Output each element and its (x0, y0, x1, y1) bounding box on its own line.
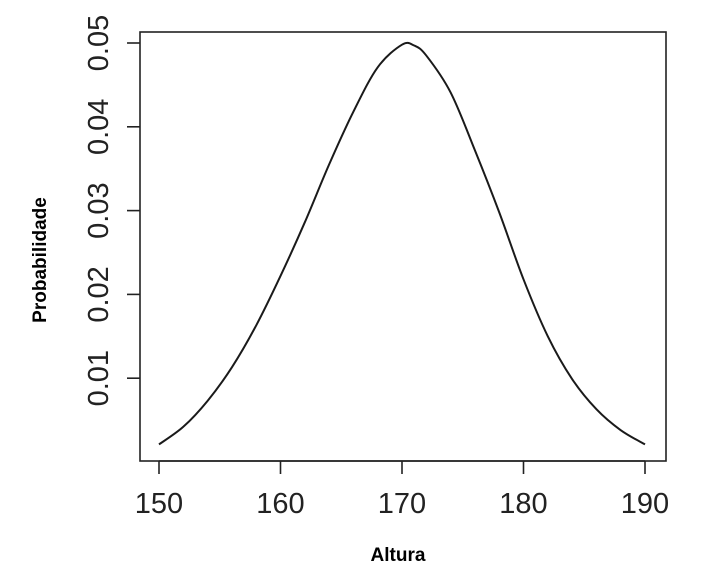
x-tick-label: 180 (499, 488, 547, 520)
y-tick-label: 0.02 (83, 266, 115, 322)
x-tick-label: 170 (378, 488, 426, 520)
x-axis: 150 160 170 180 190 (135, 460, 669, 520)
y-tick-label: 0.04 (83, 99, 115, 155)
x-tick-label: 160 (256, 488, 304, 520)
series-line (158, 41, 646, 446)
plot-frame (139, 31, 667, 462)
y-tick-label: 0.05 (83, 15, 115, 71)
y-tick-label: 0.01 (83, 350, 115, 406)
y-tick-label: 0.03 (83, 182, 115, 238)
x-tick-label: 150 (135, 488, 183, 520)
x-tick-label: 190 (621, 488, 669, 520)
x-axis-label: Altura (371, 545, 426, 566)
y-axis: 0.01 0.02 0.03 0.04 0.05 (83, 15, 140, 406)
y-axis-label: Probabilidade (30, 197, 51, 323)
